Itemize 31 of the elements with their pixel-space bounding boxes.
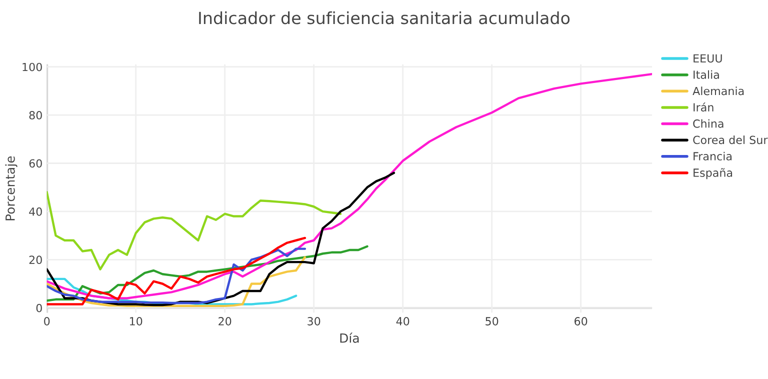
y-tick-label: 60 [29, 159, 42, 168]
x-axis-title: Día [340, 332, 359, 343]
y-tick-label: 80 [29, 111, 42, 120]
line-series [46, 248, 306, 304]
x-tick-label: 0 [44, 317, 50, 326]
x-tick-label: 40 [396, 317, 410, 326]
y-tick-label: 0 [36, 304, 42, 312]
legend-label: Francia [694, 152, 732, 160]
x-tick-label: 50 [486, 317, 498, 326]
x-tick-label: 60 [574, 317, 588, 326]
x-tick-label: 10 [130, 317, 142, 326]
chart-title: Indicador de suficiencia sanitaria acumulado [199, 11, 570, 24]
y-axis-title: Porcentaje [5, 156, 18, 220]
x-tick-label: 20 [218, 317, 232, 326]
line-series [46, 72, 652, 300]
legend-label: Corea del Sur [693, 136, 768, 144]
x-tick-label: 30 [308, 317, 320, 326]
legend-label: China [693, 119, 724, 128]
y-tick-label: 20 [29, 256, 42, 264]
legend-label: Alemania [692, 86, 744, 96]
line-series [46, 245, 368, 302]
y-tick-label: 100 [22, 62, 42, 72]
legend-label: España [694, 168, 732, 180]
legend-label: Italia [694, 70, 719, 79]
line-series [46, 256, 306, 308]
line-series [46, 236, 306, 306]
line-series [46, 191, 342, 270]
legend-label: Irán [694, 102, 714, 112]
line-series [46, 172, 396, 306]
legend-label: EEUU [694, 54, 722, 63]
y-tick-label: 40 [29, 207, 42, 216]
